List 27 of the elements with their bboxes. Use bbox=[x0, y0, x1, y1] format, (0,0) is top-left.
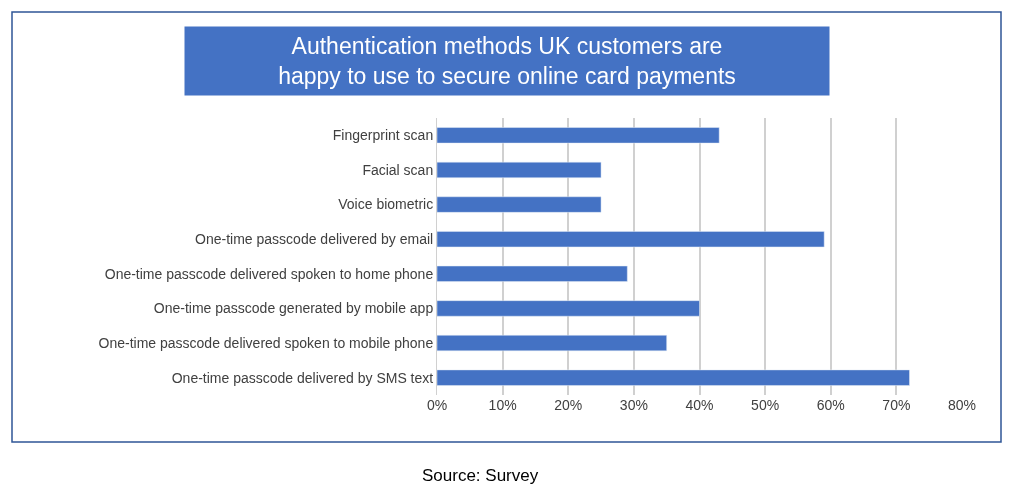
x-tick-label: 50% bbox=[751, 397, 780, 413]
bar bbox=[437, 300, 700, 317]
bar bbox=[437, 369, 910, 386]
y-tick-label: One-time passcode delivered by SMS text bbox=[171, 369, 434, 386]
y-tick-label: One-time passcode delivered spoken to mobile phone bbox=[98, 334, 434, 351]
bar bbox=[437, 335, 667, 352]
bar bbox=[437, 127, 720, 144]
bar bbox=[437, 161, 602, 178]
y-tick-label: Voice biometric bbox=[338, 196, 434, 213]
y-tick-label: Facial scan bbox=[362, 161, 434, 178]
y-tick-label: Fingerprint scan bbox=[332, 127, 434, 144]
y-tick-label: One-time passcode generated by mobile app bbox=[153, 300, 434, 317]
bar bbox=[437, 231, 825, 248]
x-tick-label: 20% bbox=[554, 397, 583, 413]
x-tick-label: 60% bbox=[816, 397, 845, 413]
y-tick-label: One-time passcode delivered by email bbox=[195, 231, 434, 248]
bar bbox=[437, 265, 628, 282]
x-tick-label: 30% bbox=[619, 397, 648, 413]
x-tick-label: 40% bbox=[685, 397, 714, 413]
y-tick-label: One-time passcode delivered spoken to home phone bbox=[104, 265, 434, 282]
x-tick-label: 70% bbox=[882, 397, 911, 413]
source-note: Source: Survey bbox=[422, 466, 539, 485]
x-tick-label: 80% bbox=[947, 397, 977, 413]
x-tick-label: 10% bbox=[488, 397, 517, 413]
bar bbox=[437, 196, 602, 213]
chart-title: Authentication methods UK customers are happy to use to secure online card payments bbox=[278, 33, 736, 89]
x-tick-label: 0% bbox=[426, 397, 448, 413]
